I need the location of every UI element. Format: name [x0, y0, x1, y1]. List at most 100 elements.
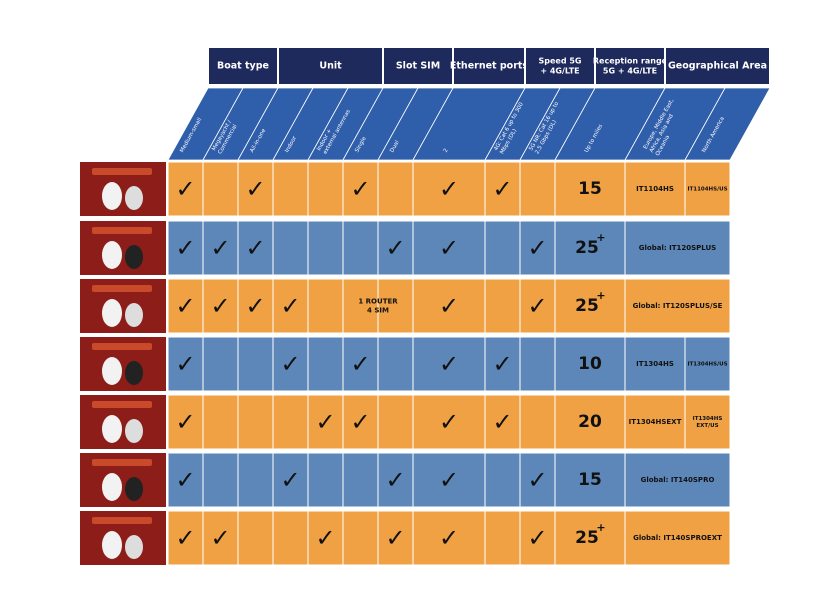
check-mark: ✓ — [527, 234, 547, 262]
check-mark: ✓ — [385, 524, 405, 552]
table-cell — [519, 161, 556, 217]
table-cell — [307, 452, 344, 508]
table-cell — [237, 161, 274, 217]
product-device — [125, 245, 143, 269]
table-cell — [167, 278, 204, 334]
range-value: 25 — [575, 296, 599, 316]
table-cell — [202, 336, 239, 392]
check-mark: ✓ — [210, 234, 230, 262]
check-mark: ✓ — [439, 350, 459, 378]
column-header-label: 2 — [443, 148, 450, 154]
check-mark: ✓ — [245, 234, 265, 262]
product-banner — [92, 401, 152, 408]
geo-code: Global: IT140SPRO — [641, 476, 715, 484]
table-cell — [412, 161, 486, 217]
range-value: 15 — [578, 179, 602, 199]
table-cell — [624, 336, 686, 392]
product-device — [125, 303, 143, 327]
table-cell — [377, 510, 414, 566]
table-cell — [342, 278, 379, 334]
check-mark: ✓ — [439, 408, 459, 436]
check-mark: ✓ — [280, 292, 300, 320]
table-cell — [554, 278, 626, 334]
table-cell — [202, 278, 239, 334]
table-cell — [272, 510, 309, 566]
product-device — [125, 535, 143, 559]
product-antenna — [102, 473, 122, 501]
check-mark: ✓ — [210, 524, 230, 552]
group-header — [209, 48, 277, 84]
product-device — [125, 419, 143, 443]
table-cell — [684, 394, 731, 450]
table-cell — [202, 161, 239, 217]
table-cell — [167, 220, 204, 276]
table-cell — [624, 452, 731, 508]
product-banner — [92, 285, 152, 292]
range-value: 10 — [578, 354, 602, 374]
range-value: 25 — [575, 528, 599, 548]
table-cell — [307, 161, 344, 217]
check-mark: ✓ — [175, 292, 195, 320]
check-mark: ✓ — [245, 175, 265, 203]
group-header-text: Slot SIM — [396, 61, 440, 72]
check-mark: ✓ — [175, 408, 195, 436]
table-cell — [237, 336, 274, 392]
check-mark: ✓ — [527, 524, 547, 552]
table-cell — [272, 394, 309, 450]
table-cell — [484, 452, 521, 508]
product-antenna — [102, 241, 122, 269]
table-cell — [519, 394, 556, 450]
product-banner — [92, 227, 152, 234]
group-header — [454, 48, 524, 84]
table-cell — [377, 394, 414, 450]
table-cell — [272, 220, 309, 276]
group-header-text: Reception range — [593, 57, 668, 66]
product-device — [125, 186, 143, 210]
product-antenna — [102, 182, 122, 210]
geo-code-us: EXT/US — [696, 423, 718, 429]
table-cell — [412, 336, 486, 392]
table-cell — [519, 220, 556, 276]
check-mark: ✓ — [350, 350, 370, 378]
table-cell — [377, 452, 414, 508]
table-cell — [307, 220, 344, 276]
table-cell — [484, 336, 521, 392]
check-mark: ✓ — [245, 292, 265, 320]
table-cell — [307, 336, 344, 392]
table-cell — [342, 452, 379, 508]
group-header-text: Ethernet ports — [450, 61, 529, 72]
check-mark: ✓ — [315, 524, 335, 552]
check-mark: ✓ — [527, 292, 547, 320]
range-value: 15 — [578, 470, 602, 490]
check-mark: ✓ — [385, 234, 405, 262]
table-cell — [412, 394, 486, 450]
group-header — [666, 48, 769, 84]
check-mark: ✓ — [350, 175, 370, 203]
product-banner — [92, 517, 152, 524]
check-mark: ✓ — [439, 524, 459, 552]
table-cell — [624, 220, 731, 276]
column-header-text: 2 — [443, 148, 450, 154]
product-antenna — [102, 357, 122, 385]
check-mark: ✓ — [315, 408, 335, 436]
table-cell — [342, 336, 379, 392]
column-header-label: Dual — [389, 139, 401, 153]
group-header-text: Geographical Area — [668, 61, 767, 72]
product-antenna — [102, 299, 122, 327]
geo-code-us: IT1304HS/US — [687, 362, 727, 368]
table-cell — [624, 161, 686, 217]
sim-note: 4 SIM — [367, 307, 389, 315]
table-cell — [202, 452, 239, 508]
table-cell — [237, 510, 274, 566]
geo-code-us: IT1104HS/US — [687, 187, 727, 193]
check-mark: ✓ — [175, 234, 195, 262]
table-cell — [554, 510, 626, 566]
table-cell — [237, 394, 274, 450]
check-mark: ✓ — [385, 466, 405, 494]
check-mark: ✓ — [175, 175, 195, 203]
table-cell — [412, 510, 486, 566]
group-header — [596, 48, 664, 84]
table-cell — [554, 220, 626, 276]
table-cell — [484, 161, 521, 217]
geo-code: IT1104HS — [636, 185, 674, 193]
